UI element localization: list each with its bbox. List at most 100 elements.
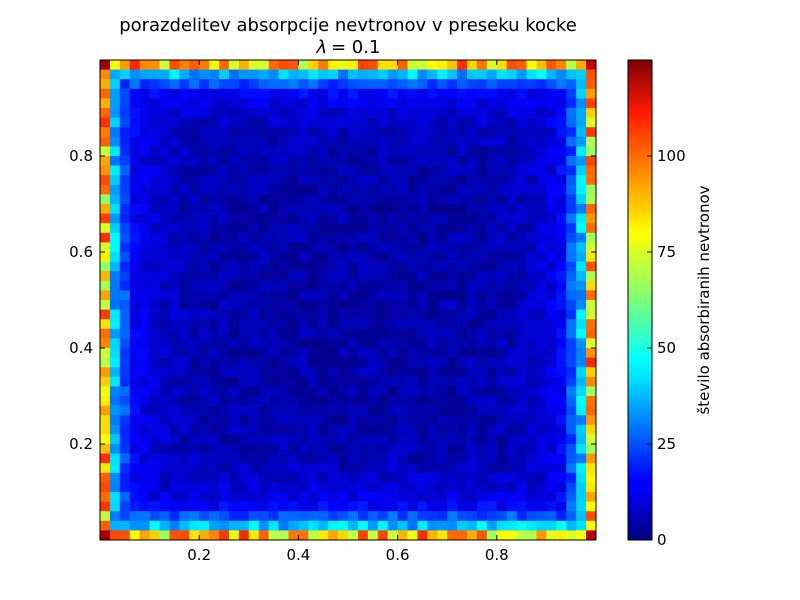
heatmap-cell xyxy=(109,194,121,205)
heatmap-cell xyxy=(467,444,478,454)
heatmap-cell xyxy=(506,453,517,464)
heatmap-cell xyxy=(318,252,329,262)
heatmap-cell xyxy=(397,194,408,205)
heatmap-cell xyxy=(308,242,319,253)
heatmap-cell xyxy=(189,405,200,416)
heatmap-cell xyxy=(457,396,468,406)
heatmap-cell xyxy=(288,156,299,166)
heatmap-cell xyxy=(556,156,567,166)
heatmap-cell xyxy=(199,328,210,339)
heatmap-cell xyxy=(417,424,428,435)
heatmap-cell xyxy=(219,319,230,330)
heatmap-cell xyxy=(467,261,478,272)
heatmap-cell xyxy=(209,290,220,301)
heatmap-cell xyxy=(228,146,240,157)
heatmap-cell xyxy=(288,444,299,454)
heatmap-cell xyxy=(546,424,557,435)
heatmap-cell xyxy=(338,184,349,195)
heatmap-cell xyxy=(526,60,537,70)
heatmap-cell xyxy=(149,223,160,234)
heatmap-cell xyxy=(328,530,339,541)
heatmap-cell xyxy=(576,530,587,541)
heatmap-cell xyxy=(417,261,428,272)
heatmap-cell xyxy=(149,501,160,512)
heatmap-cell xyxy=(338,232,349,243)
heatmap-cell xyxy=(199,127,210,138)
heatmap-cell xyxy=(357,444,369,454)
heatmap-cell xyxy=(209,415,220,426)
plot-frame xyxy=(99,59,597,541)
heatmap-cell xyxy=(119,501,131,512)
heatmap-cell xyxy=(209,156,220,166)
heatmap-cell xyxy=(397,405,408,416)
heatmap-cell xyxy=(328,328,339,339)
heatmap-cell xyxy=(100,156,111,166)
heatmap-cell xyxy=(100,60,111,70)
heatmap-cell xyxy=(506,415,517,426)
heatmap-cell xyxy=(367,463,379,474)
heatmap-cell xyxy=(486,415,498,426)
heatmap-cell xyxy=(318,386,329,397)
heatmap-cell xyxy=(526,530,537,541)
heatmap-cell xyxy=(427,290,438,301)
heatmap-cell xyxy=(268,530,279,541)
heatmap-cell xyxy=(357,136,369,147)
heatmap-cell xyxy=(189,520,200,531)
heatmap-cell xyxy=(556,184,567,195)
heatmap-cell xyxy=(219,223,230,234)
heatmap-cell xyxy=(447,415,458,426)
heatmap-cell xyxy=(427,328,438,339)
heatmap-cell xyxy=(506,271,517,282)
heatmap-cell xyxy=(258,127,269,138)
heatmap-cell xyxy=(298,472,309,483)
heatmap-cell xyxy=(516,444,527,454)
heatmap-cell xyxy=(288,520,299,531)
heatmap-cell xyxy=(278,175,289,186)
heatmap-cell xyxy=(258,453,269,464)
heatmap-cell xyxy=(169,136,180,147)
heatmap-cell xyxy=(129,367,140,378)
heatmap-cell xyxy=(219,501,230,512)
heatmap-cell xyxy=(526,223,537,234)
heatmap-cell xyxy=(486,338,498,349)
heatmap-cell xyxy=(298,156,309,166)
heatmap-cell xyxy=(486,194,498,205)
heatmap-cell xyxy=(248,492,260,502)
heatmap-cell xyxy=(348,290,359,301)
heatmap-cell xyxy=(209,386,220,397)
heatmap-cell xyxy=(407,348,418,358)
heatmap-cell xyxy=(367,117,379,128)
heatmap-cell xyxy=(397,261,408,272)
heatmap-cell xyxy=(169,108,180,118)
heatmap-cell xyxy=(496,482,508,493)
heatmap-cell xyxy=(109,444,121,454)
heatmap-cell xyxy=(357,98,369,109)
heatmap-cell xyxy=(139,319,150,330)
heatmap-cell xyxy=(169,396,180,406)
heatmap-cell xyxy=(536,444,547,454)
heatmap-cell xyxy=(268,396,279,406)
heatmap-cell xyxy=(109,184,121,195)
heatmap-cell xyxy=(238,492,250,502)
heatmap-cell xyxy=(367,156,379,166)
heatmap-cell xyxy=(457,252,468,262)
heatmap-cell xyxy=(407,309,418,320)
heatmap-cell xyxy=(457,127,468,138)
heatmap-cell xyxy=(417,396,428,406)
heatmap-cell xyxy=(586,175,597,186)
heatmap-cell xyxy=(219,472,230,483)
heatmap-cell xyxy=(159,309,170,320)
heatmap-cell xyxy=(169,348,180,358)
heatmap-cell xyxy=(318,328,329,339)
heatmap-cell xyxy=(189,60,200,70)
heatmap-cell xyxy=(169,88,180,99)
heatmap-cell xyxy=(437,175,448,186)
heatmap-cell xyxy=(278,482,289,493)
heatmap-cell xyxy=(328,520,339,531)
heatmap-cell xyxy=(119,108,131,118)
heatmap-cell xyxy=(496,136,508,147)
heatmap-cell xyxy=(437,232,448,243)
heatmap-cell xyxy=(278,146,289,157)
heatmap-cell xyxy=(427,453,438,464)
heatmap-cell xyxy=(556,213,567,224)
